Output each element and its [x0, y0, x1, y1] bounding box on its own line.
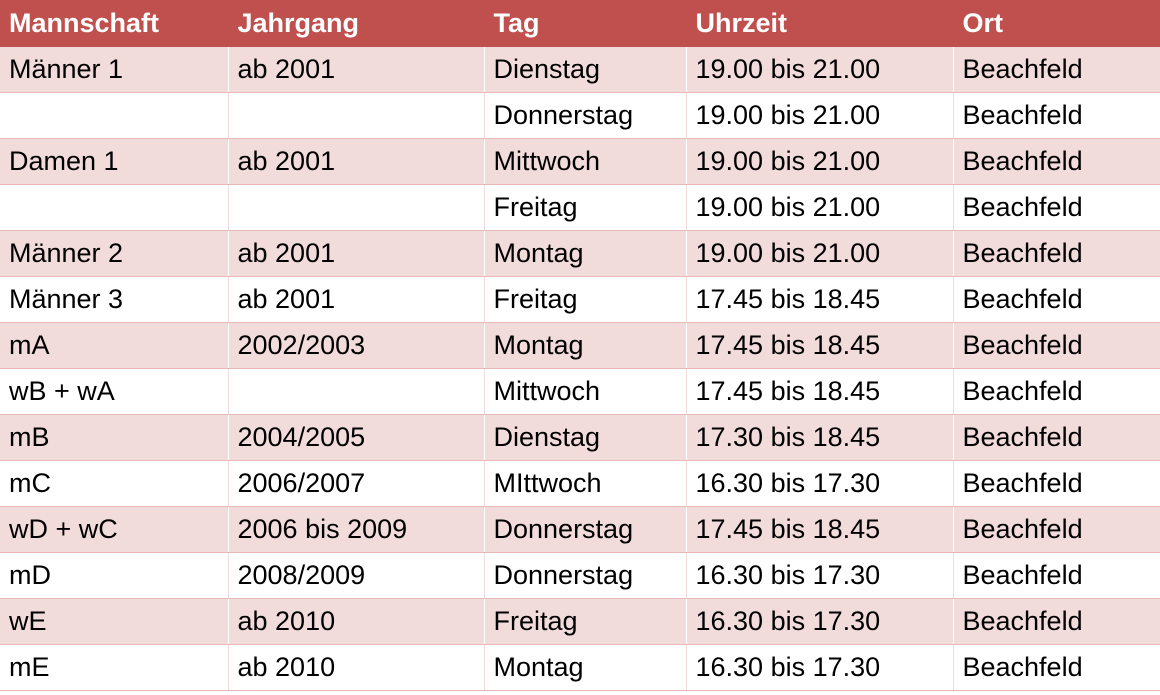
table-cell: Beachfeld: [953, 644, 1160, 691]
table-cell: 19.00 bis 21.00: [686, 184, 954, 231]
table-cell: Beachfeld: [953, 460, 1160, 507]
table-cell: Männer 1: [0, 47, 229, 93]
table-cell: ab 2001: [228, 47, 485, 93]
table-row: mC 2006/2007 MIttwoch 16.30 bis 17.30 Beachf…: [0, 460, 1160, 507]
table-cell: Donnerstag: [484, 552, 687, 599]
table-cell: 16.30 bis 17.30: [686, 460, 954, 507]
table-cell: Männer 3: [0, 276, 229, 323]
table-cell: mB: [0, 414, 229, 461]
table-cell: Montag: [484, 230, 687, 277]
table-cell: 16.30 bis 17.30: [686, 598, 954, 645]
table-cell: 19.00 bis 21.00: [686, 47, 954, 93]
table-cell: Damen 1: [0, 138, 229, 185]
table-cell: 17.45 bis 18.45: [686, 276, 954, 323]
table-cell: ab 2001: [228, 230, 485, 277]
table-row: Freitag 19.00 bis 21.00 Beachfeld: [0, 184, 1160, 231]
table-row: mA 2002/2003 Montag 17.45 bis 18.45 Beachfel…: [0, 322, 1160, 369]
table-cell: ab 2010: [228, 644, 485, 691]
header-cell: Mannschaft: [0, 0, 229, 47]
table-cell: Beachfeld: [953, 138, 1160, 185]
table-cell: mA: [0, 322, 229, 369]
header-row: Mannschaft Jahrgang Tag Uhrzeit Ort: [0, 0, 1160, 47]
table-cell: MIttwoch: [484, 460, 687, 507]
table-cell: Dienstag: [484, 414, 687, 461]
table-row: Donnerstag 19.00 bis 21.00 Beachfeld: [0, 92, 1160, 139]
table-cell: 19.00 bis 21.00: [686, 92, 954, 139]
header-cell: Ort: [953, 0, 1160, 47]
table-cell: Beachfeld: [953, 506, 1160, 553]
table-cell: Mittwoch: [484, 368, 687, 415]
empty-cell: [228, 184, 485, 231]
table-cell: Beachfeld: [953, 322, 1160, 369]
table-row: wE ab 2010 Freitag 16.30 bis 17.30 Beachfeld: [0, 598, 1160, 645]
table-cell: 2006/2007: [228, 460, 485, 507]
table-cell: Mittwoch: [484, 138, 687, 185]
table-cell: wE: [0, 598, 229, 645]
table-cell: Donnerstag: [484, 92, 687, 139]
table-cell: mE: [0, 644, 229, 691]
table-cell: 17.45 bis 18.45: [686, 506, 954, 553]
table-cell: Beachfeld: [953, 276, 1160, 323]
table-cell: wB + wA: [0, 368, 229, 415]
table-cell: ab 2010: [228, 598, 485, 645]
empty-cell: [228, 368, 485, 415]
table-cell: 17.45 bis 18.45: [686, 322, 954, 369]
table-cell: Freitag: [484, 276, 687, 323]
empty-cell: [228, 92, 485, 139]
table-cell: wD + wC: [0, 506, 229, 553]
table-cell: 2004/2005: [228, 414, 485, 461]
table-cell: Donnerstag: [484, 506, 687, 553]
table-cell: 17.30 bis 18.45: [686, 414, 954, 461]
table-cell: Beachfeld: [953, 552, 1160, 599]
table-row: Männer 1 ab 2001 Dienstag 19.00 bis 21.00 Be…: [0, 47, 1160, 93]
table-row: Damen 1 ab 2001 Mittwoch 19.00 bis 21.00 Bea…: [0, 138, 1160, 185]
table-cell: 2006 bis 2009: [228, 506, 485, 553]
table-cell: 2008/2009: [228, 552, 485, 599]
header-cell: Uhrzeit: [686, 0, 954, 47]
empty-cell: [0, 92, 229, 139]
table-cell: 17.45 bis 18.45: [686, 368, 954, 415]
table-cell: 19.00 bis 21.00: [686, 230, 954, 277]
table-row: wB + wA Mittwoch 17.45 bis 18.45 Beachfeld: [0, 368, 1160, 415]
table-row: mE ab 2010 Montag 16.30 bis 17.30 Beachfeld: [0, 644, 1160, 691]
table-cell: mC: [0, 460, 229, 507]
table-cell: Freitag: [484, 184, 687, 231]
table-cell: 16.30 bis 17.30: [686, 552, 954, 599]
header-cell: Jahrgang: [228, 0, 485, 47]
table-cell: Beachfeld: [953, 598, 1160, 645]
table-cell: Beachfeld: [953, 368, 1160, 415]
table-row: mD 2008/2009 Donnerstag 16.30 bis 17.30 Beac…: [0, 552, 1160, 599]
table-cell: ab 2001: [228, 276, 485, 323]
table-cell: ab 2001: [228, 138, 485, 185]
table-cell: 19.00 bis 21.00: [686, 138, 954, 185]
table-cell: Montag: [484, 322, 687, 369]
table-row: wD + wC 2006 bis 2009 Donnerstag 17.45 bis …: [0, 506, 1160, 553]
table-row: mB 2004/2005 Dienstag 17.30 bis 18.45 Beachf…: [0, 414, 1160, 461]
table-cell: Beachfeld: [953, 92, 1160, 139]
table-cell: Montag: [484, 644, 687, 691]
table-cell: Beachfeld: [953, 414, 1160, 461]
table-cell: Dienstag: [484, 47, 687, 93]
table-cell: Beachfeld: [953, 184, 1160, 231]
table-cell: mD: [0, 552, 229, 599]
table-cell: Männer 2: [0, 230, 229, 277]
table-cell: 16.30 bis 17.30: [686, 644, 954, 691]
empty-cell: [0, 184, 229, 231]
table-cell: Beachfeld: [953, 47, 1160, 93]
table-row: Männer 2 ab 2001 Montag 19.00 bis 21.00 Beac…: [0, 230, 1160, 277]
table-cell: Freitag: [484, 598, 687, 645]
table-body: Männer 1 ab 2001 Dienstag 19.00 bis 21.00 Be…: [0, 47, 1160, 691]
header-cell: Tag: [484, 0, 687, 47]
table-cell: 2002/2003: [228, 322, 485, 369]
table-cell: Beachfeld: [953, 230, 1160, 277]
table-row: Männer 3 ab 2001 Freitag 17.45 bis 18.45 Bea…: [0, 276, 1160, 323]
